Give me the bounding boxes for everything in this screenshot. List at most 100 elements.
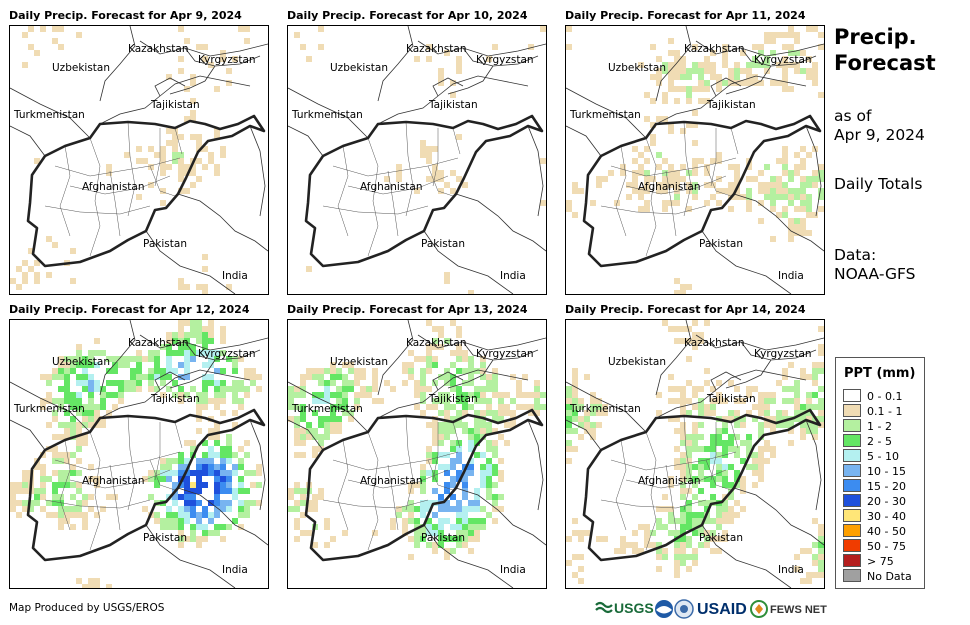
data-label: Data:: [834, 246, 877, 264]
province-borders: [600, 121, 739, 257]
map-label-india: India: [778, 564, 804, 576]
map-credit: Map Produced by USGS/EROS: [9, 602, 165, 614]
map-label-india: India: [222, 564, 248, 576]
map-label-kazakhstan: Kazakhstan: [406, 337, 467, 349]
map-label-kazakhstan: Kazakhstan: [684, 43, 745, 55]
map-label-afghanistan: Afghanistan: [360, 475, 423, 487]
forecast-panel-apr-13: Daily Precip. Forecast for Apr 13, 2024 …: [287, 303, 547, 593]
legend-swatch: [843, 554, 861, 567]
map-label-turkmenistan: Turkmenistan: [291, 403, 363, 415]
province-borders: [600, 415, 739, 551]
legend-item: 30 - 40: [843, 509, 906, 523]
afghanistan-outline: [26, 114, 266, 268]
map-label-tajikistan: Tajikistan: [428, 393, 478, 405]
panel-title: Daily Precip. Forecast for Apr 10, 2024: [287, 9, 528, 22]
map-label-kazakhstan: Kazakhstan: [406, 43, 467, 55]
noaa-logo: [655, 600, 673, 618]
map-label-india: India: [778, 270, 804, 282]
afghanistan-outline: [582, 408, 822, 562]
map-label-tajikistan: Tajikistan: [150, 393, 200, 405]
precip-grid: [10, 320, 262, 588]
legend-swatch: [843, 494, 861, 507]
panel-title: Daily Precip. Forecast for Apr 11, 2024: [565, 9, 806, 22]
map-canvas: Kazakhstan Kyrgyzstan Uzbekistan Tajikistan…: [566, 26, 824, 294]
legend-item: 0 - 0.1: [843, 389, 902, 403]
map-label-kazakhstan: Kazakhstan: [128, 337, 189, 349]
province-borders: [44, 415, 183, 551]
map-label-uzbekistan: Uzbekistan: [608, 62, 666, 74]
forecast-panel-apr-10: Daily Precip. Forecast for Apr 10, 2024 …: [287, 9, 547, 299]
legend-label: 40 - 50: [867, 525, 906, 538]
map-label-pakistan: Pakistan: [699, 238, 743, 250]
legend-item: No Data: [843, 569, 912, 583]
map-label-uzbekistan: Uzbekistan: [52, 356, 110, 368]
legend-label: 1 - 2: [867, 420, 892, 433]
panel-title: Daily Precip. Forecast for Apr 12, 2024: [9, 303, 250, 316]
map-label-uzbekistan: Uzbekistan: [52, 62, 110, 74]
legend-label: 50 - 75: [867, 540, 906, 553]
map-label-afghanistan: Afghanistan: [360, 181, 423, 193]
legend-swatch: [843, 464, 861, 477]
map-label-turkmenistan: Turkmenistan: [13, 109, 85, 121]
map-label-kyrgyzstan: Kyrgyzstan: [754, 348, 812, 360]
precip-map: Kazakhstan Kyrgyzstan Uzbekistan Tajikistan…: [9, 25, 269, 295]
precip-grid: [288, 320, 546, 560]
legend-swatch: [843, 389, 861, 402]
precip-grid: [10, 26, 250, 294]
legend-label: 20 - 30: [867, 495, 906, 508]
fewsnet-logo: FEWS NET: [750, 600, 827, 618]
legend-item: 10 - 15: [843, 464, 906, 478]
map-label-kazakhstan: Kazakhstan: [128, 43, 189, 55]
usaid-logo-text: USAID: [697, 601, 747, 618]
map-label-pakistan: Pakistan: [143, 238, 187, 250]
legend-label: 5 - 10: [867, 450, 899, 463]
province-borders: [322, 415, 461, 551]
precip-grid: [566, 320, 824, 584]
fewsnet-logo-text: FEWS NET: [770, 604, 827, 616]
map-label-india: India: [500, 270, 526, 282]
afghanistan-outline: [304, 114, 544, 268]
map-label-turkmenistan: Turkmenistan: [13, 403, 85, 415]
forecast-panel-apr-14: Daily Precip. Forecast for Apr 14, 2024 …: [565, 303, 825, 593]
legend-item: > 75: [843, 554, 894, 568]
usgs-logo-text: USGS: [614, 600, 654, 616]
legend-label: 0 - 0.1: [867, 390, 903, 403]
map-label-afghanistan: Afghanistan: [82, 181, 145, 193]
legend-swatch: [843, 479, 861, 492]
forecast-panel-apr-9: Daily Precip. Forecast for Apr 9, 2024 K…: [9, 9, 269, 299]
map-label-kyrgyzstan: Kyrgyzstan: [754, 54, 812, 66]
daily-totals-label: Daily Totals: [834, 175, 923, 193]
province-borders: [44, 121, 183, 257]
map-label-kazakhstan: Kazakhstan: [684, 337, 745, 349]
as-of-date: Apr 9, 2024: [834, 126, 925, 144]
province-borders: [322, 121, 461, 257]
map-label-tajikistan: Tajikistan: [428, 99, 478, 111]
legend-item: 20 - 30: [843, 494, 906, 508]
map-label-kyrgyzstan: Kyrgyzstan: [198, 348, 256, 360]
legend-item: 40 - 50: [843, 524, 906, 538]
legend-label: > 75: [867, 555, 894, 568]
legend-item: 1 - 2: [843, 419, 892, 433]
legend-label: 15 - 20: [867, 480, 906, 493]
map-label-kyrgyzstan: Kyrgyzstan: [198, 54, 256, 66]
map-label-tajikistan: Tajikistan: [150, 99, 200, 111]
map-label-pakistan: Pakistan: [421, 238, 465, 250]
legend-swatch: [843, 434, 861, 447]
afghanistan-outline: [26, 408, 266, 562]
legend-item: 15 - 20: [843, 479, 906, 493]
doi-seal-icon: [674, 599, 694, 619]
legend-item: 5 - 10: [843, 449, 899, 463]
map-label-tajikistan: Tajikistan: [706, 393, 756, 405]
legend-swatch: [843, 524, 861, 537]
legend-swatch: [843, 419, 861, 432]
legend-item: 50 - 75: [843, 539, 906, 553]
legend-swatch: [843, 539, 861, 552]
map-label-pakistan: Pakistan: [421, 532, 465, 544]
map-canvas: Kazakhstan Kyrgyzstan Uzbekistan Tajikistan…: [566, 320, 824, 588]
precip-map: Kazakhstan Kyrgyzstan Uzbekistan Tajikistan…: [287, 319, 547, 589]
map-label-kyrgyzstan: Kyrgyzstan: [476, 348, 534, 360]
legend-swatch: [843, 404, 861, 417]
legend-swatch: [843, 449, 861, 462]
legend-label: 0.1 - 1: [867, 405, 903, 418]
usaid-logo: USAID: [697, 601, 747, 618]
